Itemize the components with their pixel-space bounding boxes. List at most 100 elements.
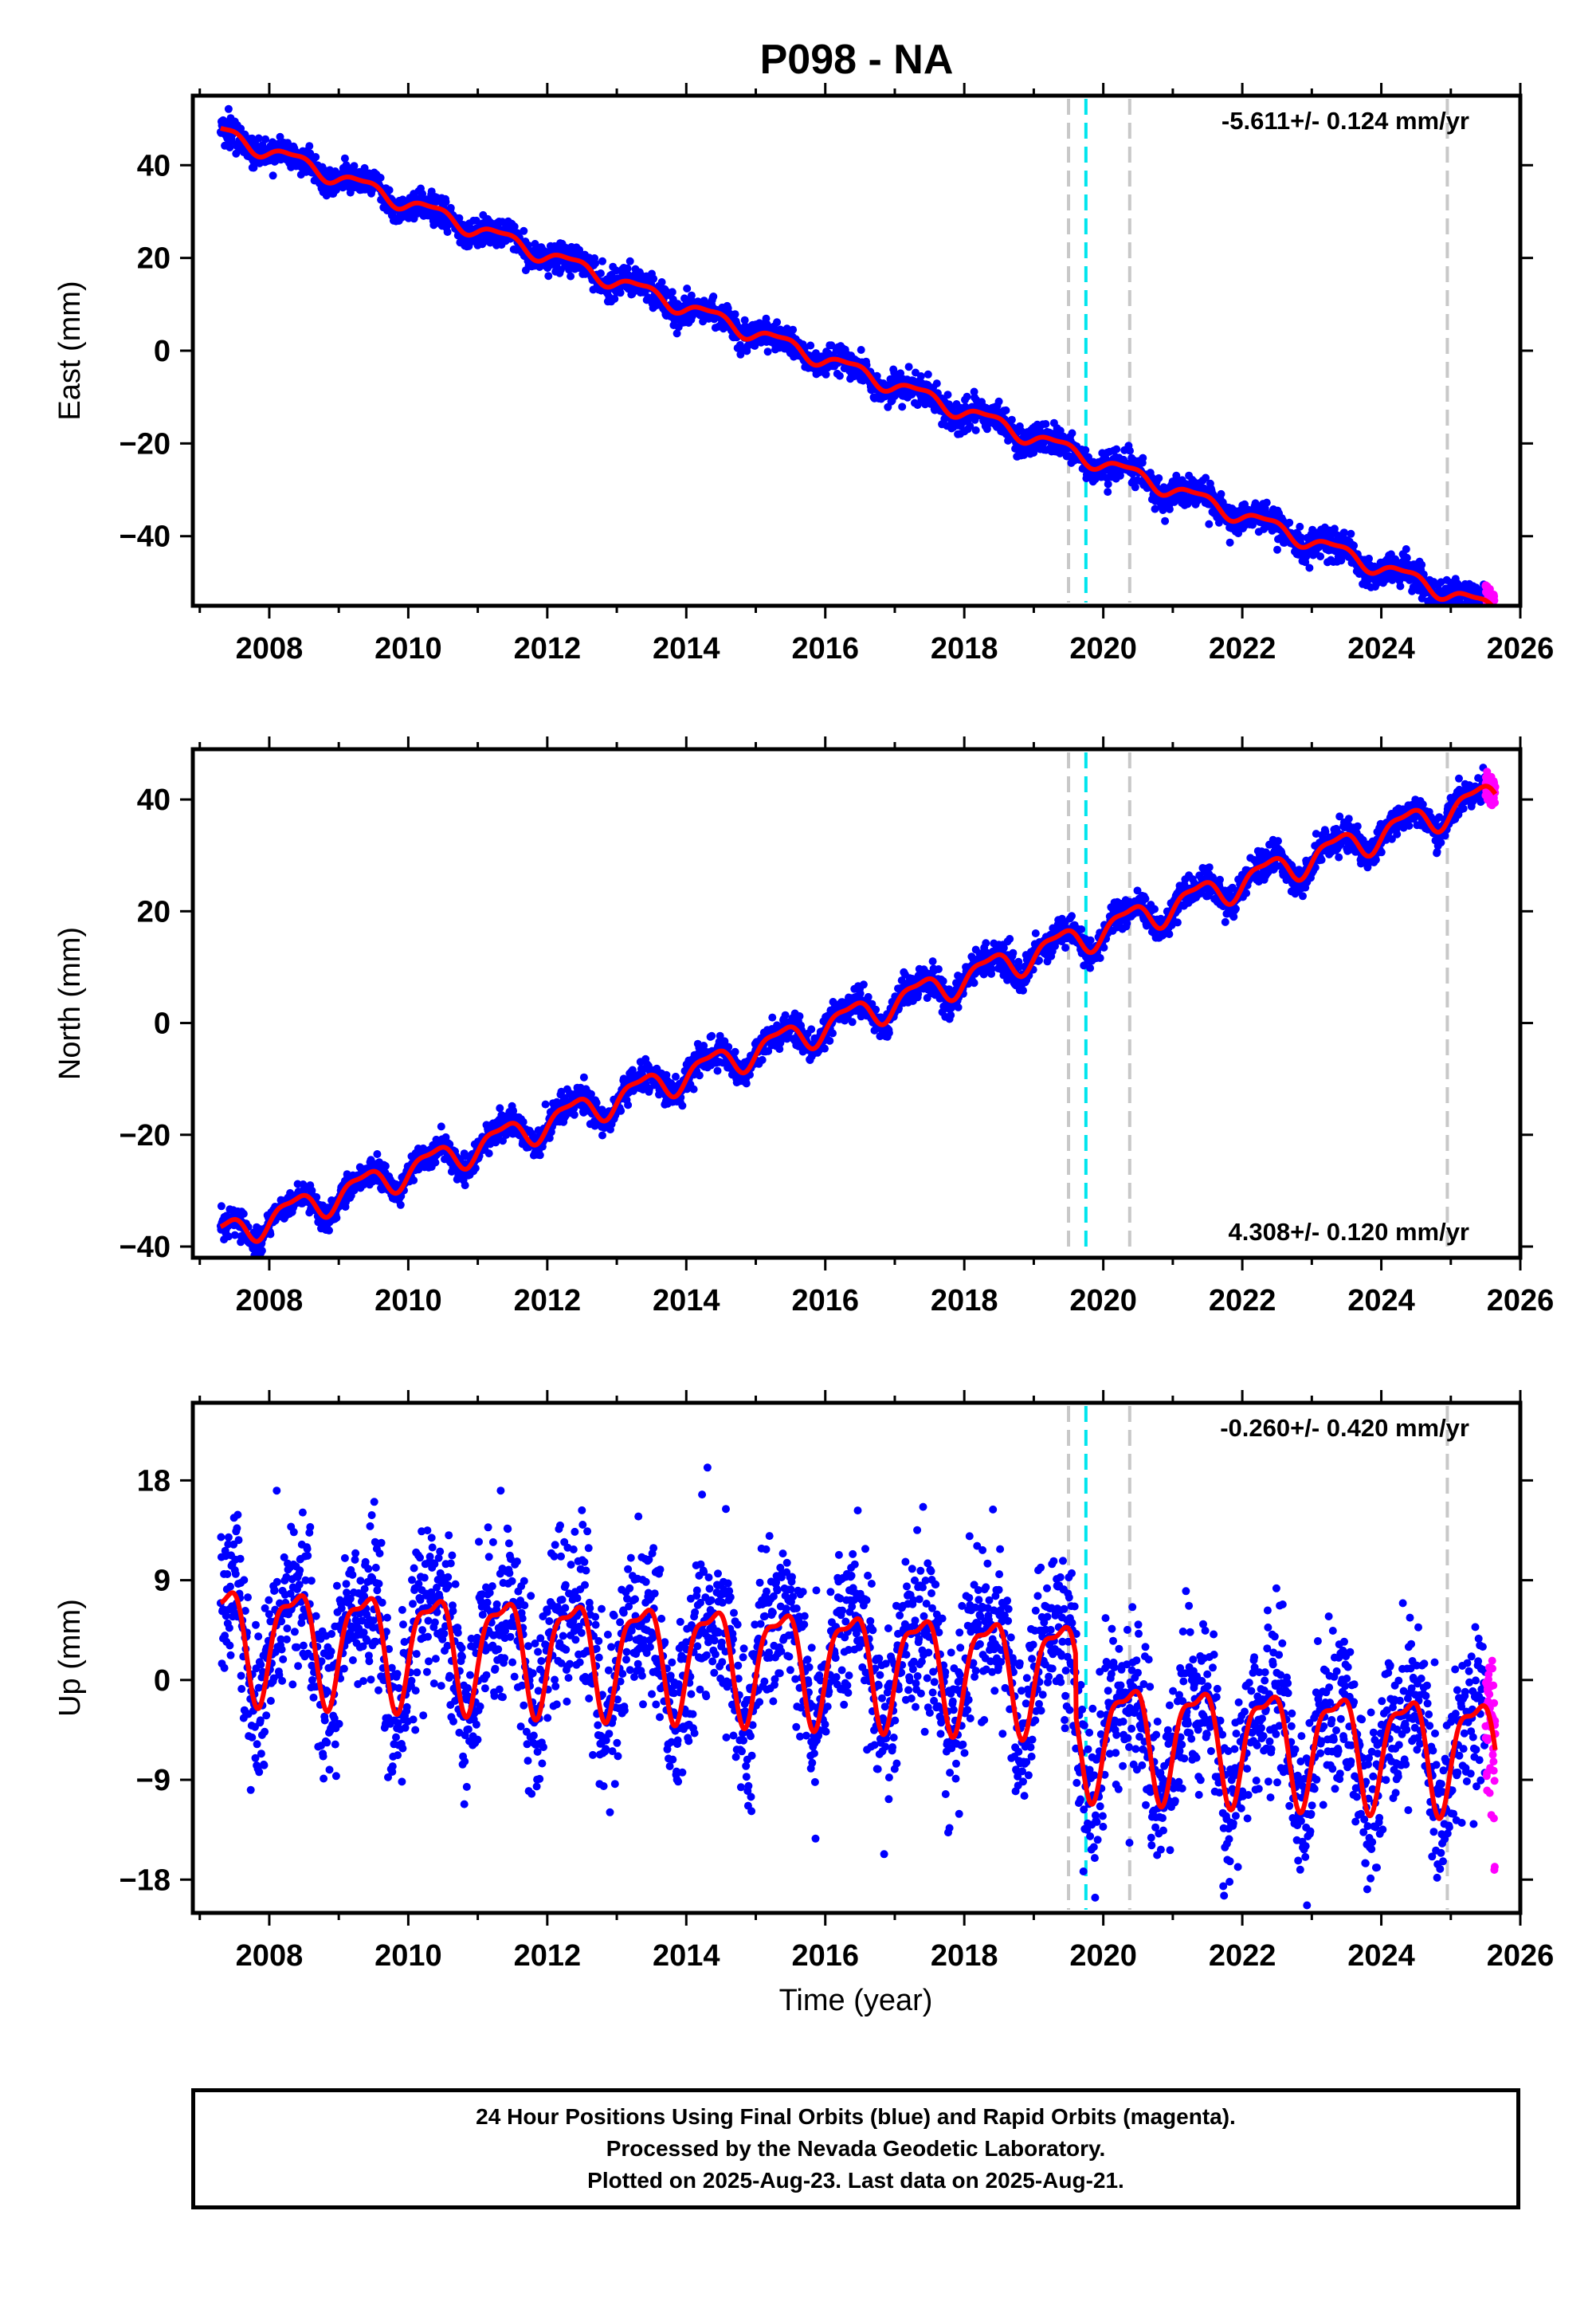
data-point xyxy=(864,992,873,1001)
data-point xyxy=(687,291,696,300)
y-tick-label: −40 xyxy=(120,520,171,554)
data-point xyxy=(1041,420,1050,428)
data-point xyxy=(1440,610,1448,618)
data-point xyxy=(848,1018,857,1027)
rate-label: -5.611+/- 0.124 mm/yr xyxy=(1222,107,1469,135)
data-point xyxy=(610,294,619,303)
data-point xyxy=(591,259,600,268)
data-point xyxy=(410,1176,418,1184)
data-point xyxy=(239,1209,248,1218)
data-point xyxy=(859,980,868,989)
data-point xyxy=(742,1079,751,1088)
data-point xyxy=(923,370,932,379)
data-point xyxy=(579,1073,588,1082)
data-point xyxy=(443,228,452,236)
data-point xyxy=(1296,522,1304,531)
data-point xyxy=(1418,560,1426,569)
data-point xyxy=(596,269,605,277)
data-point xyxy=(1225,538,1234,547)
rapid-point xyxy=(1487,611,1495,619)
data-point xyxy=(1305,564,1314,572)
data-point xyxy=(689,1085,698,1094)
data-point xyxy=(947,1011,955,1019)
data-point xyxy=(472,216,480,225)
data-point xyxy=(695,1071,704,1080)
data-point xyxy=(312,153,320,161)
data-point xyxy=(1104,488,1112,497)
data-point xyxy=(829,1029,837,1038)
data-point xyxy=(758,1055,767,1064)
data-point xyxy=(1285,518,1294,527)
data-point xyxy=(437,1122,445,1131)
data-point xyxy=(708,1031,716,1040)
data-point xyxy=(570,1110,578,1119)
data-point xyxy=(994,397,1003,406)
data-point xyxy=(1273,545,1281,554)
data-point xyxy=(1347,529,1355,538)
data-point xyxy=(873,371,881,380)
y-tick-label: 20 xyxy=(137,242,171,276)
data-point xyxy=(1104,480,1112,489)
data-point xyxy=(789,325,798,334)
data-point xyxy=(446,203,455,212)
data-point xyxy=(217,1202,225,1211)
x-tick-label: 2024 xyxy=(1347,632,1415,666)
data-point xyxy=(484,1149,493,1158)
y-tick-label: 0 xyxy=(154,335,171,368)
data-point xyxy=(1205,520,1214,528)
data-point xyxy=(1139,454,1147,462)
data-point xyxy=(461,1181,469,1190)
data-point xyxy=(1340,528,1348,537)
data-point xyxy=(827,341,836,350)
data-point xyxy=(1007,415,1016,424)
data-point xyxy=(305,142,314,151)
data-point xyxy=(928,957,937,966)
data-point xyxy=(898,403,907,411)
rapid-point xyxy=(1488,613,1496,621)
data-point xyxy=(276,132,284,141)
data-point xyxy=(763,348,772,356)
data-point xyxy=(1476,611,1484,619)
data-point xyxy=(644,293,653,302)
data-point xyxy=(857,346,865,354)
data-point xyxy=(598,1131,606,1140)
data-point xyxy=(373,1150,382,1158)
data-point xyxy=(1217,489,1225,498)
data-point xyxy=(856,989,865,998)
rapid-point xyxy=(1483,607,1491,615)
x-tick-label: 2020 xyxy=(1069,632,1137,666)
data-point xyxy=(431,1158,440,1167)
data-point xyxy=(731,310,739,319)
data-point xyxy=(1402,545,1410,553)
rapid-point xyxy=(1491,619,1499,626)
data-point xyxy=(254,134,263,143)
x-tick-label: 2010 xyxy=(374,632,442,666)
data-point xyxy=(1112,445,1121,454)
data-point xyxy=(982,939,990,948)
data-point xyxy=(954,1003,963,1011)
x-tick-label: 2018 xyxy=(931,632,998,666)
data-point xyxy=(332,1213,341,1222)
data-point xyxy=(1165,505,1174,513)
y-tick-label: −20 xyxy=(120,427,171,461)
data-point xyxy=(963,392,971,401)
data-point xyxy=(1262,498,1271,507)
panels-group: 2008 2010 2012 2014 2016 2018 2020 2022 2024 2026… xyxy=(53,83,1554,1973)
data-point xyxy=(617,1106,625,1115)
data-point xyxy=(261,135,270,143)
data-point xyxy=(768,1013,777,1022)
data-points-north xyxy=(216,764,1500,1258)
data-point xyxy=(325,1226,333,1235)
data-point xyxy=(1161,516,1170,525)
data-point xyxy=(340,154,349,163)
data-point xyxy=(795,1012,804,1020)
data-point xyxy=(360,163,369,172)
panel-north: 2008 2010 2012 2014 2016 2018 2020 2022 2024 2026… xyxy=(53,736,1554,1318)
data-point xyxy=(673,329,681,338)
data-point xyxy=(616,289,625,297)
data-points-east xyxy=(216,104,1500,626)
rapid-point xyxy=(1484,611,1492,619)
data-point xyxy=(683,285,692,293)
x-tick-label: 2026 xyxy=(1487,632,1555,666)
data-point xyxy=(835,371,844,380)
